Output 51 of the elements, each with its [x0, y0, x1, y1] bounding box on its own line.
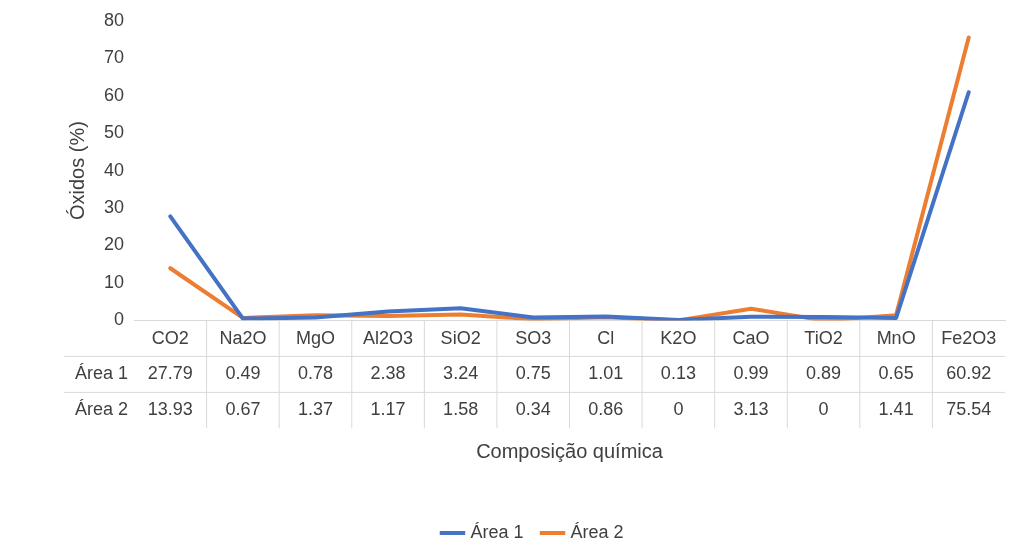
- data-label: 0.34: [515, 399, 551, 420]
- x-tick-label: Cl: [597, 328, 615, 349]
- y-tick-label: 40: [103, 159, 125, 180]
- data-label: 0.65: [878, 363, 914, 384]
- legend-label: Área 1: [470, 521, 524, 542]
- data-label: 0.67: [225, 399, 261, 420]
- data-label: 1.37: [297, 399, 333, 420]
- text: Área 2: [74, 399, 129, 420]
- data-label: 1.17: [370, 399, 406, 420]
- data-label: 1.01: [588, 363, 624, 384]
- y-tick-label: 30: [103, 197, 125, 218]
- data-label: 0.49: [225, 363, 261, 384]
- data-label: 0.89: [806, 363, 842, 384]
- data-label: 0: [673, 399, 684, 420]
- legend-label: Área 2: [570, 521, 624, 542]
- x-tick-label: Al2O3: [363, 328, 414, 349]
- y-tick-label: 20: [103, 234, 125, 255]
- y-tick-label: 50: [103, 122, 125, 143]
- data-label: 0.13: [660, 363, 696, 384]
- y-tick-label: 70: [103, 47, 125, 68]
- data-label: 0.99: [733, 363, 769, 384]
- data-label: 1.58: [443, 399, 479, 420]
- x-tick-label: Fe2O3: [941, 328, 997, 349]
- x-tick-label: CaO: [732, 328, 770, 349]
- x-tick-label: MgO: [295, 328, 335, 349]
- y-axis-title: Óxidos (%): [65, 121, 88, 221]
- data-label: 13.93: [147, 399, 193, 420]
- x-tick-label: CO2: [151, 328, 189, 349]
- y-tick-label: 10: [103, 271, 125, 292]
- data-label: 27.79: [147, 363, 193, 384]
- data-label: 3.24: [443, 363, 479, 384]
- data-label: 75.54: [946, 399, 992, 420]
- text: Área 1: [74, 363, 129, 384]
- x-tick-label: Na2O: [219, 328, 267, 349]
- y-tick-label: 80: [103, 9, 125, 30]
- data-label: 0.75: [515, 363, 551, 384]
- y-tick-label: 0: [114, 309, 125, 330]
- data-label: 1.41: [878, 399, 914, 420]
- x-tick-label: SiO2: [440, 328, 481, 349]
- x-tick-label: TiO2: [804, 328, 843, 349]
- data-label: 2.38: [370, 363, 406, 384]
- x-tick-label: SO3: [515, 328, 552, 349]
- y-tick-label: 60: [103, 84, 125, 105]
- data-label: 0: [818, 399, 829, 420]
- x-tick-label: MnO: [876, 328, 916, 349]
- x-tick-label: K2O: [660, 328, 697, 349]
- data-label: 60.92: [946, 363, 992, 384]
- data-label: 0.86: [588, 399, 624, 420]
- data-label: 0.78: [297, 363, 333, 384]
- x-axis-title: Composição química: [476, 439, 664, 462]
- data-label: 3.13: [733, 399, 769, 420]
